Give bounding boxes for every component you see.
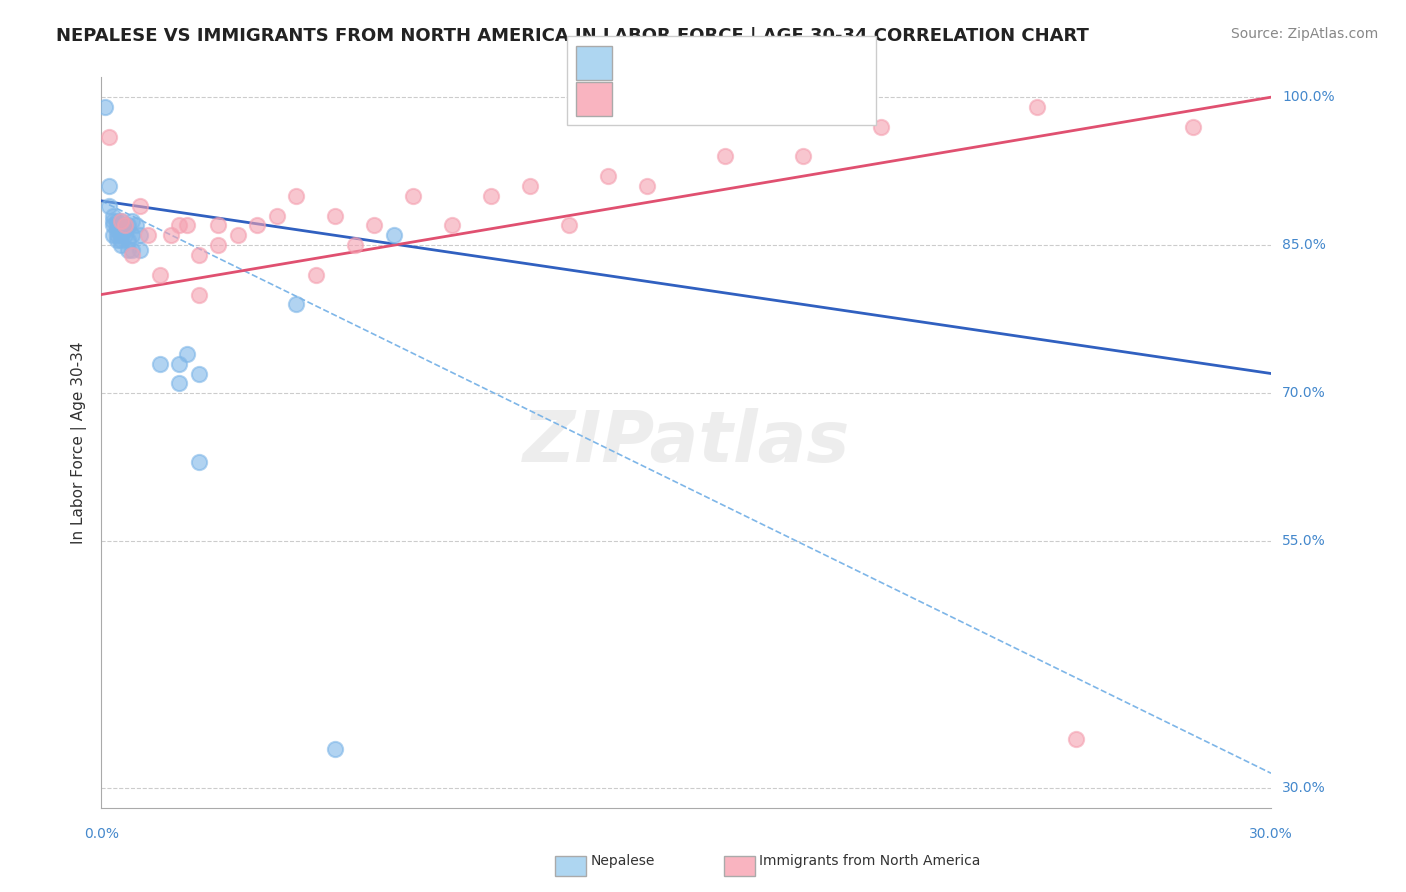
Text: 70.0%: 70.0% bbox=[1282, 386, 1326, 401]
Point bbox=[105, 223, 128, 237]
Text: 30.0%: 30.0% bbox=[1282, 781, 1326, 795]
Point bbox=[558, 219, 581, 233]
Text: NEPALESE VS IMMIGRANTS FROM NORTH AMERICA IN LABOR FORCE | AGE 30-34 CORRELATION: NEPALESE VS IMMIGRANTS FROM NORTH AMERIC… bbox=[56, 27, 1090, 45]
Point bbox=[110, 219, 132, 233]
Point bbox=[285, 297, 308, 311]
Text: R =  0.438  N = 35: R = 0.438 N = 35 bbox=[619, 87, 789, 104]
Point bbox=[266, 209, 288, 223]
Point bbox=[94, 100, 117, 114]
Point bbox=[363, 219, 385, 233]
Point bbox=[105, 228, 128, 243]
Point bbox=[105, 213, 128, 227]
Point bbox=[101, 209, 124, 223]
Point bbox=[149, 268, 172, 282]
Point bbox=[136, 228, 159, 243]
Point bbox=[110, 223, 132, 237]
Point bbox=[167, 219, 190, 233]
Point bbox=[117, 233, 139, 247]
Point bbox=[402, 189, 425, 203]
Text: Source: ZipAtlas.com: Source: ZipAtlas.com bbox=[1230, 27, 1378, 41]
Point bbox=[1182, 120, 1205, 134]
Point bbox=[792, 149, 814, 163]
Point bbox=[129, 199, 152, 213]
Text: Immigrants from North America: Immigrants from North America bbox=[759, 855, 980, 868]
Text: R = -0.341  N = 39: R = -0.341 N = 39 bbox=[619, 51, 790, 69]
Text: 55.0%: 55.0% bbox=[1282, 534, 1326, 549]
Point bbox=[97, 179, 120, 194]
Point bbox=[160, 228, 183, 243]
Point bbox=[110, 213, 132, 227]
Point bbox=[187, 455, 209, 469]
Point bbox=[207, 238, 229, 252]
Point bbox=[479, 189, 502, 203]
Point bbox=[117, 243, 139, 257]
Point bbox=[323, 209, 346, 223]
Point bbox=[167, 376, 190, 391]
Text: 30.0%: 30.0% bbox=[1249, 827, 1294, 841]
Point bbox=[101, 219, 124, 233]
Point bbox=[187, 287, 209, 301]
Point bbox=[105, 219, 128, 233]
Point bbox=[176, 347, 198, 361]
Point bbox=[246, 219, 269, 233]
Point bbox=[101, 213, 124, 227]
Point bbox=[382, 228, 405, 243]
Point bbox=[129, 243, 152, 257]
Point bbox=[1026, 100, 1049, 114]
Point bbox=[176, 219, 198, 233]
Point bbox=[1064, 731, 1087, 746]
Point bbox=[596, 169, 619, 183]
Point bbox=[323, 741, 346, 756]
Point bbox=[125, 219, 148, 233]
Point bbox=[121, 248, 143, 262]
Point bbox=[121, 228, 143, 243]
Point bbox=[441, 219, 464, 233]
Point bbox=[207, 219, 229, 233]
Point bbox=[110, 213, 132, 227]
Point bbox=[129, 228, 152, 243]
Point bbox=[110, 233, 132, 247]
Point bbox=[114, 223, 136, 237]
Text: 85.0%: 85.0% bbox=[1282, 238, 1326, 252]
Point bbox=[105, 233, 128, 247]
Point bbox=[519, 179, 541, 194]
Point bbox=[121, 213, 143, 227]
Text: 100.0%: 100.0% bbox=[1282, 90, 1334, 104]
Point bbox=[167, 357, 190, 371]
Point bbox=[343, 238, 366, 252]
Point bbox=[226, 228, 249, 243]
Point bbox=[101, 228, 124, 243]
Point bbox=[149, 357, 172, 371]
Point bbox=[117, 219, 139, 233]
Point bbox=[714, 149, 737, 163]
Text: Nepalese: Nepalese bbox=[591, 855, 655, 868]
Y-axis label: In Labor Force | Age 30-34: In Labor Force | Age 30-34 bbox=[72, 342, 87, 544]
Point bbox=[187, 248, 209, 262]
Point bbox=[110, 228, 132, 243]
Point bbox=[110, 238, 132, 252]
Point bbox=[114, 219, 136, 233]
Point bbox=[304, 268, 326, 282]
Point bbox=[114, 219, 136, 233]
Point bbox=[114, 228, 136, 243]
Point bbox=[187, 367, 209, 381]
Point bbox=[97, 199, 120, 213]
Point bbox=[285, 189, 308, 203]
Point bbox=[870, 120, 893, 134]
Text: ZIPatlas: ZIPatlas bbox=[523, 409, 849, 477]
Text: 0.0%: 0.0% bbox=[83, 827, 118, 841]
Point bbox=[97, 129, 120, 144]
Point bbox=[636, 179, 658, 194]
Point bbox=[121, 243, 143, 257]
